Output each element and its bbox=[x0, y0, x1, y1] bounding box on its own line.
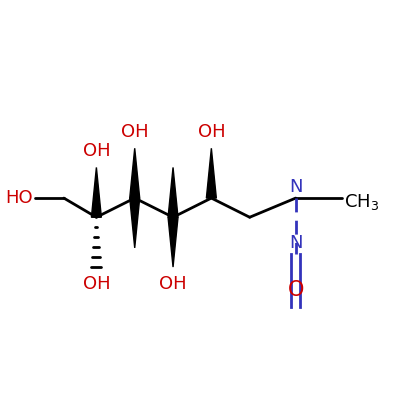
Text: OH: OH bbox=[82, 142, 110, 160]
Polygon shape bbox=[168, 217, 178, 267]
Polygon shape bbox=[130, 198, 140, 248]
Polygon shape bbox=[168, 168, 178, 217]
Polygon shape bbox=[206, 148, 216, 198]
Text: OH: OH bbox=[159, 275, 187, 293]
Text: N: N bbox=[289, 178, 302, 196]
Text: OH: OH bbox=[82, 275, 110, 293]
Text: O: O bbox=[288, 280, 304, 300]
Text: N: N bbox=[289, 234, 302, 252]
Text: OH: OH bbox=[121, 123, 148, 141]
Polygon shape bbox=[92, 168, 101, 217]
Text: CH$_3$: CH$_3$ bbox=[344, 192, 379, 212]
Polygon shape bbox=[130, 148, 140, 198]
Text: HO: HO bbox=[6, 189, 33, 207]
Text: OH: OH bbox=[198, 123, 225, 141]
